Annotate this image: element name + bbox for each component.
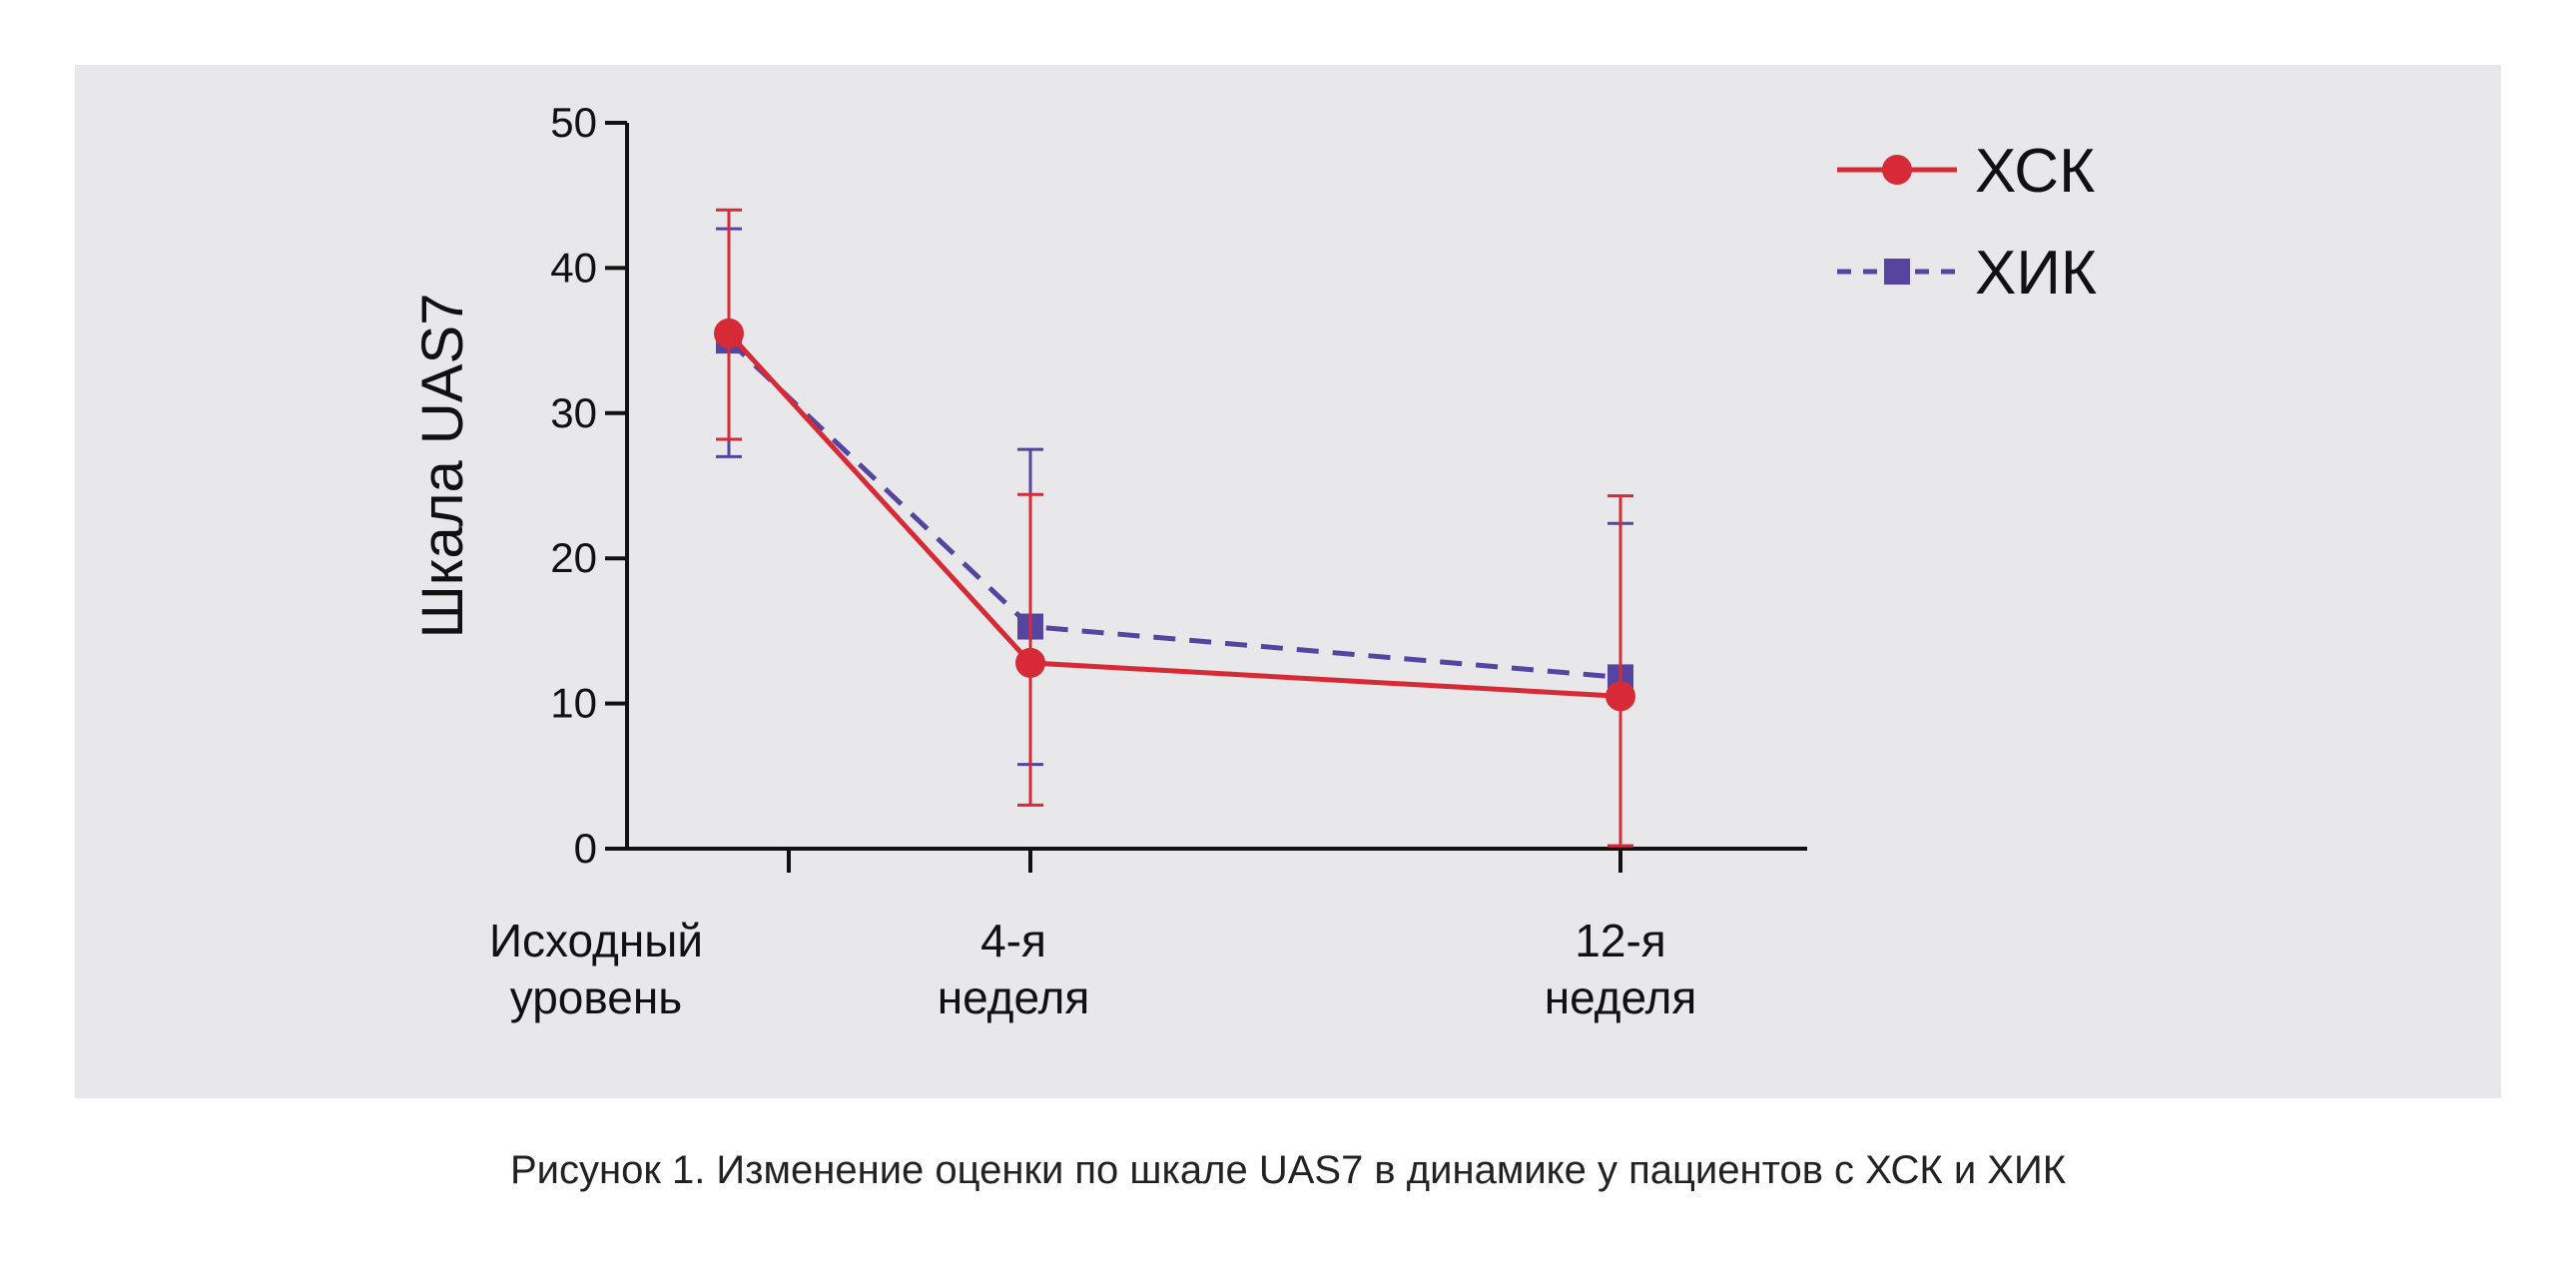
x-tick-label: Исходный <box>489 915 703 966</box>
legend-marker <box>1884 259 1910 285</box>
chart-panel: 0 10 20 30 40 50 Шкала UAS7 Исходный уровень 4-я н… <box>75 65 2501 1098</box>
y-axis-title: Шкала UAS7 <box>410 294 475 639</box>
y-tick-label: 50 <box>550 99 597 146</box>
y-tick-label: 40 <box>550 244 597 291</box>
legend-label: ХИК <box>1975 239 2097 308</box>
y-tick-label: 10 <box>550 680 597 727</box>
legend-marker <box>1882 155 1912 185</box>
y-tick-label: 30 <box>550 389 597 436</box>
x-tick-label: 4-я <box>980 915 1046 966</box>
figure-caption: Рисунок 1. Изменение оценки по шкале UAS… <box>509 1148 2067 1192</box>
data-point <box>1606 681 1635 712</box>
x-tick-label: неделя <box>1545 971 1697 1023</box>
y-tick-label: 20 <box>550 534 597 581</box>
x-tick-label: уровень <box>510 971 683 1023</box>
y-tick-label: 0 <box>574 825 597 872</box>
series-line-0 <box>727 331 1621 699</box>
legend-label: ХСК <box>1975 137 2095 206</box>
x-tick-label: 12-я <box>1575 915 1665 966</box>
data-point <box>714 318 744 348</box>
series-line-1 <box>727 338 1621 680</box>
x-tick-label: неделя <box>938 971 1090 1023</box>
data-point <box>1015 647 1045 678</box>
